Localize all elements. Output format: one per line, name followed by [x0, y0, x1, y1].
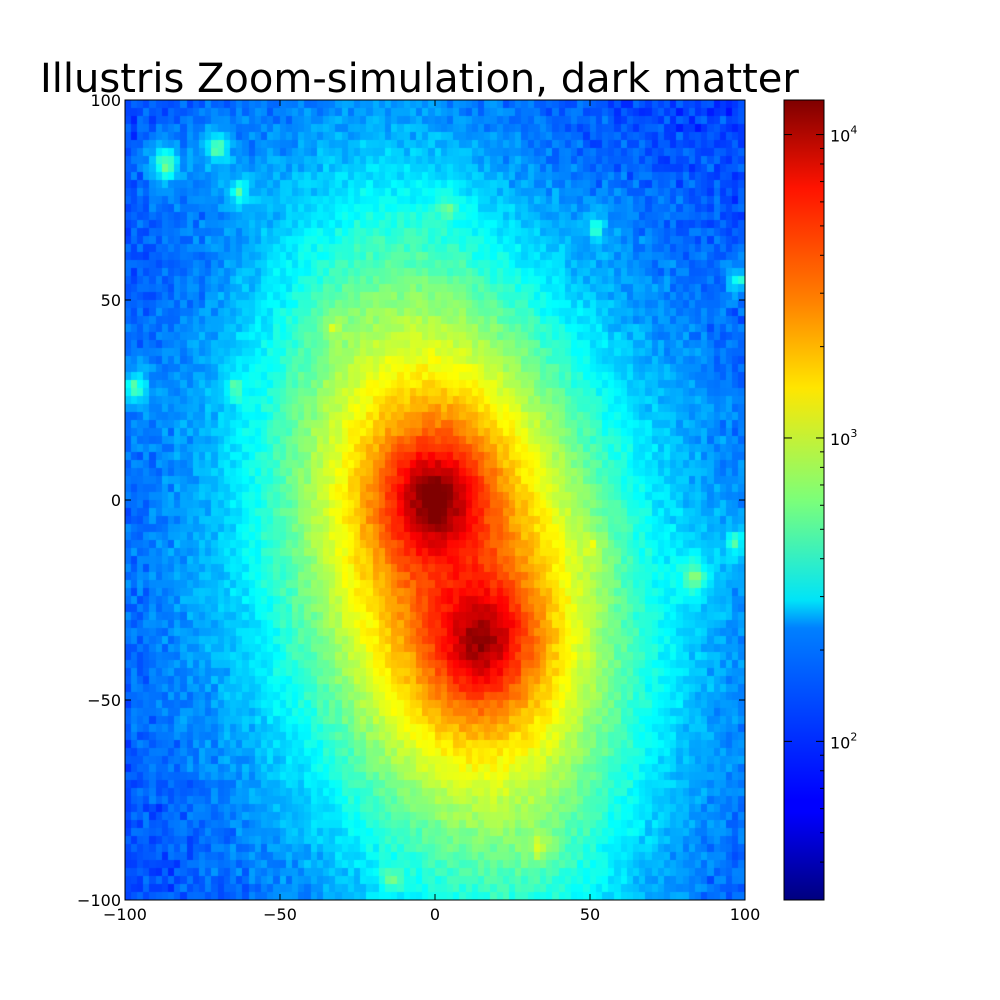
x-tick-label: −100: [103, 905, 147, 924]
colorbar-tick-base: 10: [830, 733, 850, 752]
colorbar-tick-base: 10: [830, 430, 850, 449]
y-tick-label: 100: [90, 91, 121, 110]
x-axis: −100 −50 0 50 100: [103, 100, 760, 924]
y-tick-label: 50: [101, 291, 121, 310]
y-tick-label: −50: [87, 691, 121, 710]
y-tick-label: 0: [111, 491, 121, 510]
y-tick-label: −100: [77, 891, 121, 910]
x-tick-label: −50: [263, 905, 297, 924]
colorbar-tick-exponent: 4: [850, 124, 857, 137]
chart-title: Illustris Zoom-simulation, dark matter: [40, 56, 799, 102]
x-tick-label: 50: [580, 905, 600, 924]
colorbar-tick-base: 10: [830, 127, 850, 146]
colorbar-tick-exponent: 3: [850, 427, 857, 440]
colorbar-tick-label: 104: [830, 124, 857, 146]
x-tick-label: 0: [430, 905, 440, 924]
colorbar-tick-label: 102: [830, 730, 857, 752]
x-tick-label: 100: [730, 905, 761, 924]
colorbar-tick-label: 103: [830, 427, 857, 449]
y-axis: −100 −50 0 50 100: [77, 91, 745, 910]
heatmap: [125, 100, 745, 900]
colorbar: [783, 99, 825, 901]
colorbar-tick-exponent: 2: [850, 730, 857, 743]
